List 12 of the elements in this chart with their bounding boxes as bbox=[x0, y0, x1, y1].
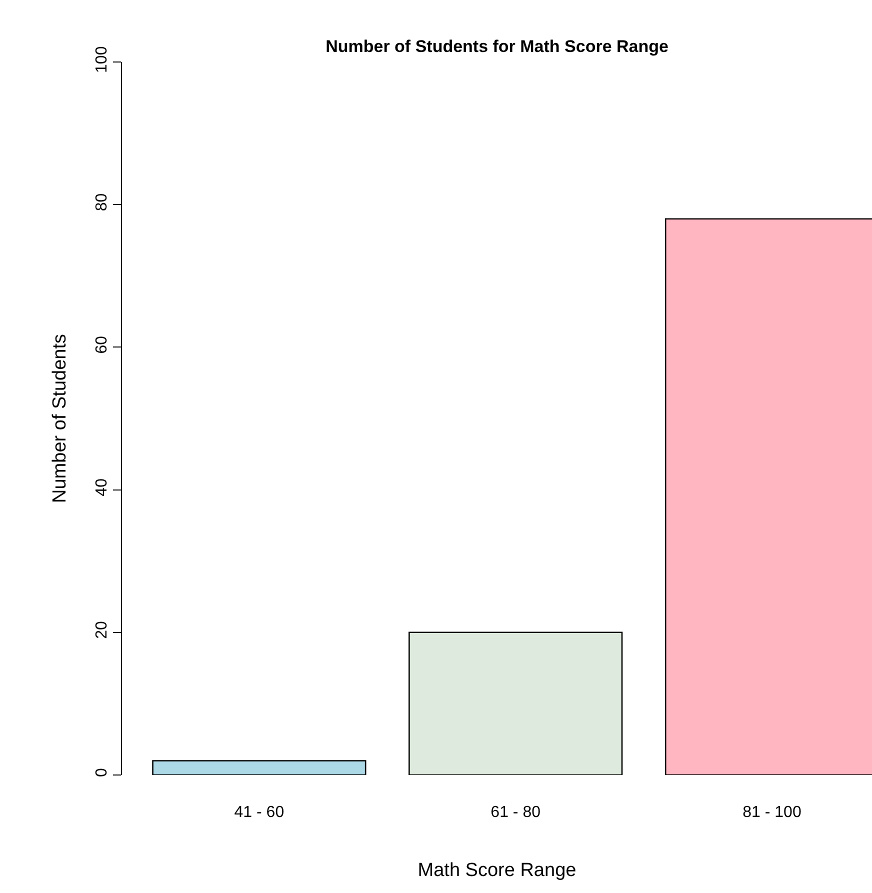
x-tick-label: 41 - 60 bbox=[234, 804, 284, 822]
x-tick-label: 81 - 100 bbox=[742, 804, 802, 822]
y-tick-label: 80 bbox=[94, 193, 111, 212]
x-tick-label: 61 - 80 bbox=[490, 804, 541, 822]
y-tick-label: 20 bbox=[94, 621, 111, 639]
y-tick-label: 40 bbox=[94, 478, 111, 496]
y-tick-label: 0 bbox=[94, 768, 111, 778]
y-axis-title: Number of Students bbox=[49, 334, 70, 503]
y-tick-label: 60 bbox=[94, 336, 111, 354]
chart-title: Number of Students for Math Score Range bbox=[326, 37, 668, 56]
y-tick-label: 100 bbox=[94, 46, 111, 73]
x-axis-title: Math Score Range bbox=[418, 860, 576, 881]
